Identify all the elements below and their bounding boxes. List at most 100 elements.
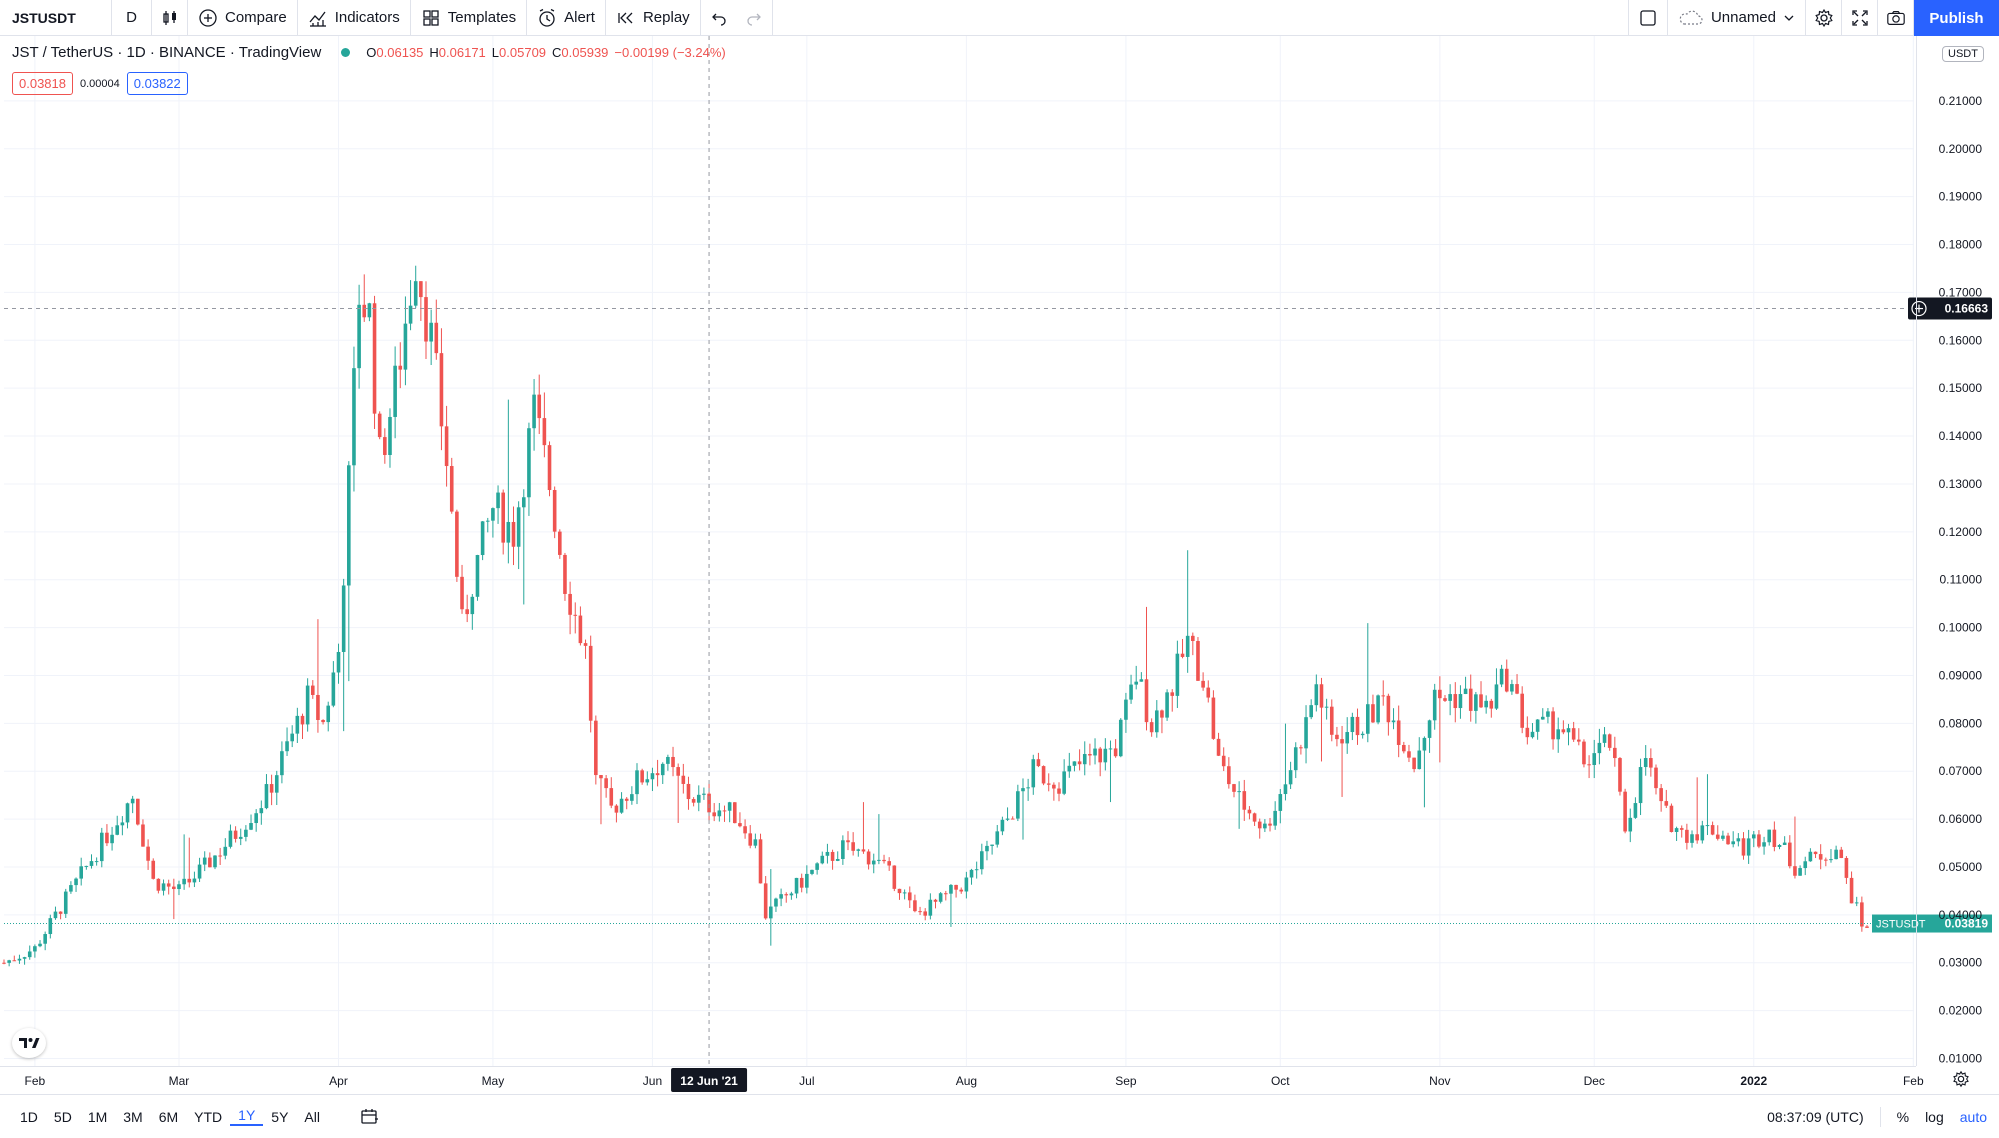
time-axis[interactable] [0, 1066, 1916, 1094]
candle [877, 814, 881, 865]
range-1y[interactable]: 1Y [230, 1107, 264, 1126]
time-tick-label: Sep [1115, 1074, 1137, 1088]
candle-body [341, 585, 346, 652]
range-ytd[interactable]: YTD [194, 1108, 223, 1125]
candle-body [1118, 719, 1123, 757]
tradingview-logo[interactable] [12, 1028, 46, 1058]
candle-body [1520, 693, 1524, 728]
candle [774, 897, 778, 912]
candle [1520, 686, 1524, 734]
candle [151, 858, 156, 880]
candle-body [347, 465, 351, 586]
candle [1669, 803, 1674, 833]
range-5y[interactable]: 5Y [271, 1108, 289, 1125]
range-1d[interactable]: 1D [20, 1108, 38, 1125]
candle-body [1206, 687, 1211, 698]
range-5d[interactable]: 5D [53, 1108, 72, 1125]
save-layout-button[interactable]: Unnamed [1668, 0, 1806, 36]
candle [1458, 685, 1463, 719]
candle-body [1412, 757, 1416, 770]
candle-body [799, 877, 804, 888]
buy-button[interactable]: 0.03822 [126, 72, 188, 95]
candle [1448, 684, 1452, 716]
candle-body [1803, 861, 1808, 869]
candle [17, 954, 22, 964]
candle-body [1468, 688, 1473, 711]
percent-toggle[interactable]: % [1896, 1109, 1910, 1125]
templates-button[interactable]: Templates [411, 0, 528, 36]
candle-body [310, 685, 315, 695]
candle [177, 880, 181, 896]
range-3m[interactable]: 3M [123, 1108, 143, 1125]
goto-date-button[interactable] [360, 1107, 380, 1127]
candle [1628, 808, 1633, 843]
candle-body [511, 521, 516, 547]
candle [1170, 689, 1175, 712]
candle [1139, 672, 1144, 682]
candle [1010, 816, 1015, 820]
indicators-button[interactable]: Indicators [298, 0, 411, 36]
candle [671, 746, 675, 777]
candle-body [563, 554, 567, 594]
candle-body [259, 808, 264, 814]
candle-body [1263, 823, 1267, 829]
add-alert-plus-icon [1911, 300, 1927, 317]
candle-body [1710, 825, 1715, 835]
undo-button[interactable] [701, 0, 737, 36]
alert-button[interactable]: Alert [527, 0, 606, 36]
replay-button[interactable]: Replay [606, 0, 701, 36]
candle [1772, 821, 1777, 852]
candle-body [1602, 734, 1607, 743]
candle [974, 861, 979, 879]
snapshot-button[interactable] [1878, 0, 1914, 36]
axis-settings-gear-icon[interactable] [1952, 1070, 1972, 1090]
candle-body [115, 825, 120, 835]
candle [871, 853, 876, 874]
candle [681, 763, 686, 794]
candle [1026, 778, 1030, 801]
currency-unit-button[interactable]: USDT [1942, 46, 1984, 62]
candle-body [249, 823, 253, 830]
symbol-search-button[interactable]: JSTUSDT [0, 0, 112, 36]
candle [825, 843, 830, 864]
candle-body [202, 857, 207, 865]
candle-body [1371, 704, 1375, 723]
candle-body [624, 798, 629, 801]
layout-select-button[interactable] [1627, 0, 1668, 36]
fullscreen-button[interactable] [1842, 0, 1878, 36]
close-label: C [552, 45, 562, 60]
candle-body [223, 846, 228, 856]
compare-button[interactable]: Compare [188, 0, 298, 36]
candle [547, 441, 552, 497]
timezone-clock[interactable]: 08:37:09 (UTC) [1767, 1109, 1864, 1125]
legend-title[interactable]: JST / TetherUS · 1D · BINANCE · TradingV… [12, 44, 322, 61]
candle [408, 280, 413, 331]
candle [907, 886, 912, 909]
candle-body [1360, 733, 1365, 736]
candle [1093, 738, 1097, 765]
range-1m[interactable]: 1M [87, 1108, 108, 1125]
candle [722, 805, 727, 822]
candle [1515, 674, 1519, 695]
candle [1690, 830, 1694, 848]
sell-button[interactable]: 0.03818 [12, 72, 73, 95]
candle-body [99, 832, 104, 862]
candle [1340, 725, 1344, 797]
settings-button[interactable] [1806, 0, 1842, 36]
candle [1556, 717, 1561, 753]
interval-button[interactable]: D [112, 0, 152, 36]
chart-type-button[interactable] [152, 0, 188, 36]
price-axis[interactable] [1916, 36, 1999, 1066]
redo-button[interactable] [737, 0, 773, 36]
log-toggle[interactable]: log [1925, 1109, 1944, 1125]
candle-body [48, 918, 53, 935]
calendar-range-icon [360, 1107, 380, 1127]
publish-button[interactable]: Publish [1914, 0, 1999, 36]
candle [1535, 719, 1540, 740]
auto-scale-toggle[interactable]: auto [1959, 1109, 1987, 1125]
range-6m[interactable]: 6M [158, 1108, 179, 1125]
templates-label: Templates [447, 9, 517, 26]
range-all[interactable]: All [304, 1108, 320, 1125]
candle-body [496, 492, 500, 509]
